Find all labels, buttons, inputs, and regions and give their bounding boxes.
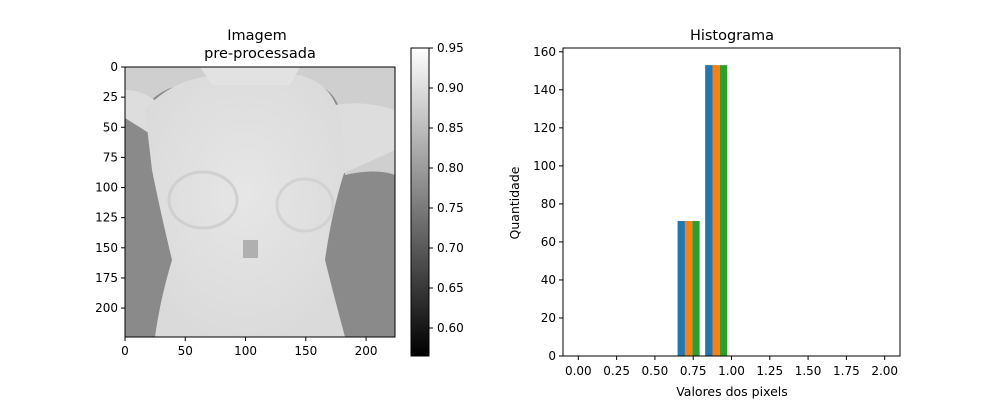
colorbar-ticks: 0.60 0.65 0.70 0.75 0.80 0.85 0.90 0.95 bbox=[429, 41, 464, 335]
histogram-panel: Histograma 0.00 0.25 0.50 0.75 1.00 1.25 1.50 1… bbox=[507, 28, 901, 399]
colorbar-tick-label: 0.75 bbox=[437, 201, 464, 215]
colorbar-tick-label: 0.90 bbox=[437, 81, 464, 95]
image-y-tick-label: 175 bbox=[95, 271, 118, 285]
colorbar: 0.60 0.65 0.70 0.75 0.80 0.85 0.90 0.95 bbox=[410, 41, 464, 357]
image-y-tick-label: 0 bbox=[110, 60, 118, 74]
histogram-y-tick-label: 0 bbox=[548, 349, 556, 363]
image-y-tick-label: 25 bbox=[103, 90, 118, 104]
histogram-y-tick-label: 20 bbox=[541, 311, 556, 325]
histogram-x-tick-label: 0.50 bbox=[642, 364, 669, 378]
image-x-ticks: 0 50 100 150 200 bbox=[121, 337, 378, 358]
image-x-tick-label: 150 bbox=[294, 344, 317, 358]
histogram-frame bbox=[562, 47, 901, 357]
histogram-bar bbox=[692, 221, 700, 356]
histogram-y-tick-label: 100 bbox=[533, 159, 556, 173]
histogram-x-tick-label: 1.75 bbox=[833, 364, 860, 378]
histogram-x-label: Valores dos pixels bbox=[676, 384, 788, 399]
histogram-y-tick-label: 40 bbox=[541, 273, 556, 287]
histogram-x-ticks: 0.00 0.25 0.50 0.75 1.00 1.25 1.50 1.75 2.00 bbox=[565, 356, 898, 378]
histogram-x-tick-label: 0.00 bbox=[565, 364, 592, 378]
image-y-tick-label: 75 bbox=[103, 150, 118, 164]
histogram-bar bbox=[712, 65, 720, 356]
histogram-bar bbox=[719, 65, 728, 356]
colorbar-tick-label: 0.85 bbox=[437, 121, 464, 135]
histogram-x-tick-label: 2.00 bbox=[871, 364, 898, 378]
histogram-bars bbox=[677, 65, 728, 356]
thermal-image bbox=[124, 66, 396, 338]
histogram-y-tick-label: 160 bbox=[533, 45, 556, 59]
histogram-y-label: Quantidade bbox=[507, 166, 522, 239]
histogram-x-tick-label: 0.25 bbox=[603, 364, 630, 378]
histogram-bar bbox=[705, 65, 713, 356]
image-title-line-1: Imagem bbox=[227, 28, 287, 44]
histogram-bar bbox=[684, 221, 693, 356]
image-title-line-2: pre-processada bbox=[204, 46, 316, 62]
colorbar-tick-label: 0.80 bbox=[437, 161, 464, 175]
image-y-tick-label: 100 bbox=[95, 181, 118, 195]
image-x-tick-label: 200 bbox=[355, 344, 378, 358]
colorbar-tick-label: 0.60 bbox=[437, 321, 464, 335]
image-x-tick-label: 0 bbox=[121, 344, 129, 358]
image-x-tick-label: 100 bbox=[234, 344, 257, 358]
histogram-x-tick-label: 0.75 bbox=[680, 364, 707, 378]
histogram-bar bbox=[677, 221, 685, 356]
image-y-tick-label: 125 bbox=[95, 211, 118, 225]
histogram-y-ticks: 0 20 40 60 80 100 120 140 160 bbox=[533, 45, 563, 363]
colorbar-gradient bbox=[410, 47, 430, 357]
histogram-x-tick-label: 1.00 bbox=[718, 364, 745, 378]
histogram-y-tick-label: 60 bbox=[541, 235, 556, 249]
image-x-tick-label: 50 bbox=[178, 344, 193, 358]
colorbar-tick-label: 0.65 bbox=[437, 281, 464, 295]
image-panel: Imagem pre-processada 0 50 100 150 200 0 25 50… bbox=[95, 28, 396, 358]
histogram-y-tick-label: 140 bbox=[533, 83, 556, 97]
image-y-tick-label: 50 bbox=[103, 120, 118, 134]
image-y-ticks: 0 25 50 75 100 125 150 175 200 bbox=[95, 60, 125, 315]
colorbar-tick-label: 0.95 bbox=[437, 41, 464, 55]
histogram-title: Histograma bbox=[690, 28, 774, 44]
histogram-x-tick-label: 1.25 bbox=[756, 364, 783, 378]
histogram-x-tick-label: 1.50 bbox=[795, 364, 822, 378]
colorbar-tick-label: 0.70 bbox=[437, 241, 464, 255]
image-y-tick-label: 200 bbox=[95, 301, 118, 315]
histogram-y-tick-label: 120 bbox=[533, 121, 556, 135]
histogram-y-tick-label: 80 bbox=[541, 197, 556, 211]
image-y-tick-label: 150 bbox=[95, 241, 118, 255]
